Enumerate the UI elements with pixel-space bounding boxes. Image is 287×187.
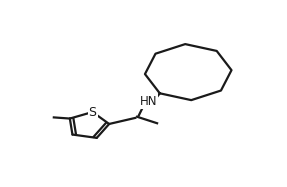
Text: S: S [88,105,96,119]
Text: HN: HN [139,95,157,108]
